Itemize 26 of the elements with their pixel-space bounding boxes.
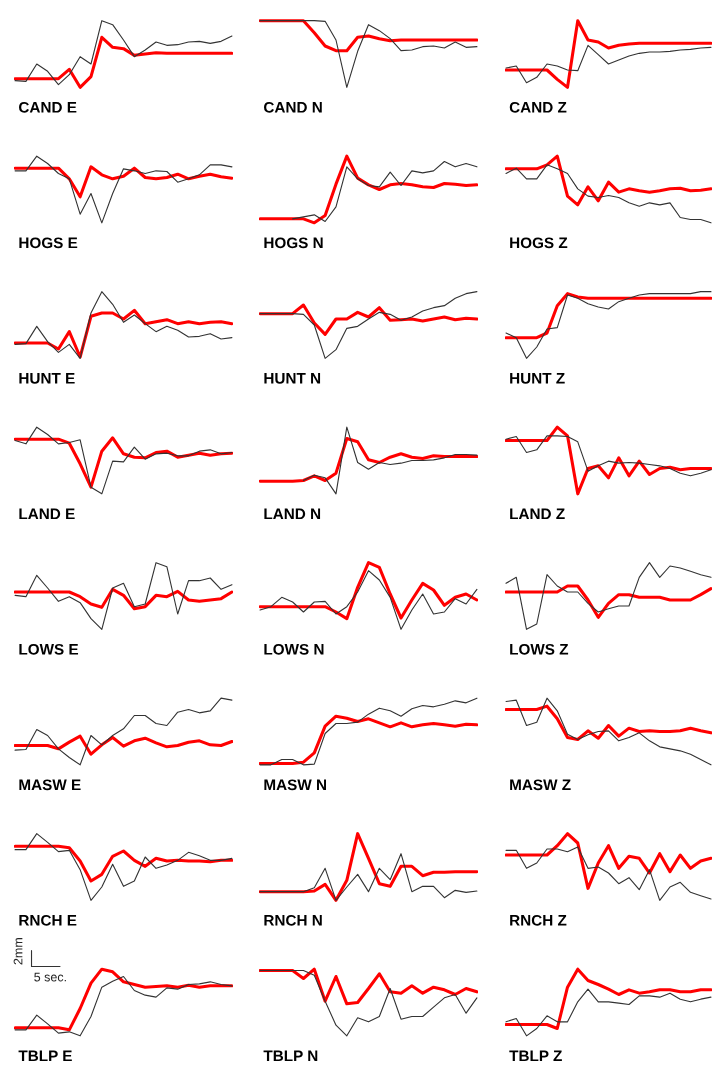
text: HOGS E (19, 237, 78, 249)
text: RNCH Z (510, 914, 567, 926)
text: RNCH E (19, 914, 77, 926)
text: MASW N (264, 779, 326, 791)
text: LOWS Z (510, 643, 569, 655)
text: TBLP E (18, 1050, 72, 1062)
text: CAND Z (509, 101, 567, 113)
text: LAND Z (510, 508, 565, 520)
text: CAND N (264, 101, 322, 113)
text: MASW E (19, 779, 81, 791)
text: TBLP N (263, 1050, 318, 1062)
text: CAND E (19, 101, 77, 113)
text: MASW Z (510, 779, 571, 791)
text: HUNT Z (510, 373, 565, 384)
text: TBLP Z (509, 1050, 562, 1062)
text: HOGS Z (510, 237, 568, 249)
text: HUNT E (19, 373, 75, 384)
text: LAND E (19, 508, 75, 520)
text: RNCH N (264, 914, 322, 926)
text: LOWS E (19, 643, 79, 655)
text: LAND N (264, 508, 321, 520)
text: LOWS N (264, 643, 324, 655)
text: HUNT N (264, 373, 321, 384)
text: 2mm (13, 938, 23, 965)
annotation: 5 sec. (34, 972, 66, 982)
text: HOGS N (264, 237, 323, 249)
